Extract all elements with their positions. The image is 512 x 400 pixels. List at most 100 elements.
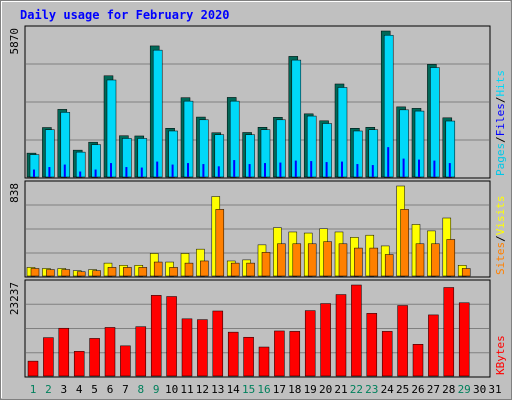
legend-files: Files: [494, 103, 507, 136]
bar-kbytes-day-4: [73, 351, 85, 377]
bar-kbytes-day-28: [443, 287, 455, 377]
bar-sites-day-2: [46, 269, 55, 277]
y-max-label: 5870: [8, 28, 21, 55]
x-tick-label-6: 6: [107, 383, 114, 396]
bar-pages-day-1: [33, 169, 35, 177]
bar-sites-day-18: [292, 243, 302, 277]
bar-kbytes-day-9: [150, 295, 162, 377]
x-tick-label-7: 7: [122, 383, 129, 396]
x-tick-label-25: 25: [396, 383, 409, 396]
bar-kbytes-day-6: [104, 327, 116, 377]
bar-sites-day-21: [338, 243, 348, 277]
x-tick-label-16: 16: [257, 383, 270, 396]
bar-pages-day-14: [233, 160, 236, 177]
bar-pages-day-17: [279, 162, 282, 177]
x-tick-label-19: 19: [304, 383, 317, 396]
bar-kbytes-day-12: [197, 319, 208, 377]
bar-sites-day-11: [184, 262, 194, 277]
legend-visits: Visits: [494, 196, 507, 236]
bar-kbytes-day-7: [120, 345, 131, 377]
bar-sites-day-4: [76, 271, 86, 277]
bar-pages-day-8: [140, 167, 143, 177]
bar-sites-day-8: [138, 267, 148, 277]
x-tick-label-31: 31: [488, 383, 501, 396]
chart-panels: 5870Pages/Files/Hits838Sites/Visits23237…: [8, 25, 507, 378]
bar-pages-day-13: [217, 166, 220, 177]
bar-pages-day-18: [294, 160, 297, 177]
bar-sites-day-13: [215, 209, 225, 277]
bar-kbytes-day-24: [381, 331, 393, 377]
bar-kbytes-day-13: [212, 310, 224, 377]
bar-sites-day-20: [323, 241, 332, 277]
bar-sites-day-7: [123, 267, 132, 277]
x-tick-label-9: 9: [153, 383, 160, 396]
legend: KBytes: [494, 335, 507, 375]
x-tick-label-28: 28: [442, 383, 455, 396]
bar-pages-day-15: [248, 164, 251, 177]
bar-pages-day-26: [418, 159, 420, 177]
panel-kbytes: 23237 KBytes: [8, 279, 507, 378]
bar-sites-day-15: [246, 262, 255, 277]
bar-pages-day-12: [202, 164, 205, 177]
bar-files-day-18: [291, 59, 302, 178]
bar-kbytes-day-17: [274, 330, 285, 377]
bar-pages-day-27: [433, 160, 436, 177]
bar-pages-day-9: [156, 161, 159, 177]
bar-pages-day-2: [48, 167, 51, 177]
bar-sites-day-28: [446, 239, 456, 277]
bar-pages-day-22: [356, 164, 359, 177]
bar-kbytes-day-11: [181, 318, 193, 377]
legend-sites: Sites: [494, 242, 507, 275]
x-tick-label-26: 26: [411, 383, 424, 396]
bar-pages-day-16: [264, 163, 266, 177]
legend-hits: Hits: [494, 70, 507, 97]
bar-pages-day-7: [125, 167, 128, 177]
bar-sites-day-23: [369, 247, 379, 277]
chart-title: Daily usage for February 2020: [20, 8, 230, 22]
bar-pages-day-28: [448, 163, 451, 177]
bar-sites-day-19: [307, 243, 317, 277]
legend: Sites/Visits: [494, 196, 507, 276]
bar-sites-day-27: [431, 243, 440, 277]
x-tick-label-10: 10: [165, 383, 178, 396]
bar-pages-day-5: [94, 169, 97, 177]
y-max-label: 838: [8, 183, 21, 203]
bar-sites-day-5: [92, 270, 101, 277]
x-tick-label-24: 24: [381, 383, 395, 396]
bar-sites-day-1: [30, 268, 40, 277]
bar-pages-day-23: [371, 165, 374, 177]
x-tick-label-30: 30: [473, 383, 486, 396]
bar-sites-day-10: [169, 267, 178, 277]
x-tick-label-8: 8: [137, 383, 144, 396]
bar-kbytes-day-26: [412, 344, 424, 377]
x-tick-label-15: 15: [242, 383, 255, 396]
x-tick-label-5: 5: [91, 383, 98, 396]
x-tick-label-13: 13: [211, 383, 224, 396]
x-tick-label-1: 1: [30, 383, 37, 396]
legend-separator: /: [494, 97, 507, 104]
bar-kbytes-day-3: [58, 327, 70, 377]
bar-sites-day-12: [200, 260, 209, 277]
legend-pages: Pages: [494, 143, 507, 176]
bar-kbytes-day-19: [304, 310, 316, 377]
bar-pages-day-19: [310, 161, 313, 177]
bar-kbytes-day-22: [351, 284, 362, 377]
x-tick-label-22: 22: [350, 383, 363, 396]
bar-pages-day-6: [110, 163, 112, 177]
panel-visits-sites: 838 Sites/Visits: [8, 180, 507, 278]
legend-separator: /: [494, 136, 507, 143]
bar-kbytes-day-1: [27, 360, 39, 377]
bar-kbytes-day-18: [289, 331, 301, 377]
bar-pages-day-4: [79, 171, 82, 177]
bar-sites-day-16: [261, 252, 271, 277]
x-tick-label-4: 4: [76, 383, 83, 396]
bar-kbytes-day-8: [135, 326, 147, 377]
bar-sites-day-6: [107, 267, 117, 277]
bar-kbytes-day-2: [43, 337, 54, 377]
bar-kbytes-day-16: [258, 346, 270, 377]
x-tick-label-17: 17: [273, 383, 286, 396]
x-tick-label-3: 3: [60, 383, 67, 396]
legend-separator: /: [494, 235, 507, 242]
